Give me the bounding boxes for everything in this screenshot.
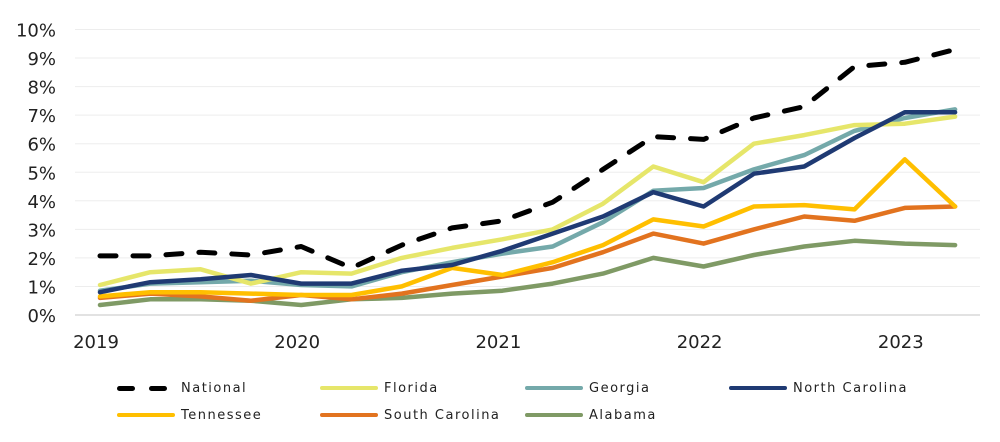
legend-item-tennessee: Tennessee: [117, 405, 262, 425]
legend-swatch-georgia: [525, 386, 583, 390]
y-tick-label: 2%: [27, 249, 56, 270]
y-tick-label: 3%: [27, 220, 56, 241]
series-line-south-carolina: [97, 204, 958, 303]
legend-label: North Carolina: [793, 380, 908, 396]
y-tick-label: 4%: [27, 192, 56, 213]
legend-swatch-south-carolina: [320, 413, 378, 417]
legend: National Florida Georgia North Carolina …: [0, 370, 1000, 430]
y-axis-ticks: 0% 1% 2% 3% 4% 5% 6% 7% 8% 9% 10%: [16, 21, 56, 328]
legend-label: National: [181, 380, 248, 396]
y-tick-label: 8%: [27, 78, 56, 99]
legend-item-florida: Florida: [320, 378, 439, 398]
legend-item-alabama: Alabama: [525, 405, 657, 425]
x-axis-ticks: 2019 2020 2021 2022 2023: [73, 332, 924, 353]
legend-swatch-north-carolina: [729, 386, 787, 390]
y-tick-label: 9%: [27, 49, 56, 70]
x-tick-label: 2021: [475, 332, 521, 353]
series-line-north-carolina: [97, 110, 958, 295]
series-lines: [97, 47, 958, 308]
y-tick-label: 5%: [27, 163, 56, 184]
y-tick-label: 6%: [27, 135, 56, 156]
y-tick-label: 1%: [27, 277, 56, 298]
y-tick-label: 0%: [27, 306, 56, 327]
legend-label: Tennessee: [181, 407, 263, 423]
x-tick-label: 2020: [274, 332, 320, 353]
legend-item-north-carolina: North Carolina: [729, 378, 908, 398]
series-line-georgia: [97, 107, 958, 293]
series-line-national: [97, 47, 958, 271]
x-tick-label: 2023: [878, 332, 924, 353]
legend-label: South Carolina: [384, 407, 501, 423]
legend-label: Georgia: [589, 380, 651, 396]
gridlines: [75, 29, 980, 316]
legend-swatch-alabama: [525, 413, 583, 417]
legend-label: Alabama: [589, 407, 657, 423]
y-tick-label: 10%: [16, 21, 56, 42]
legend-swatch-national: [117, 386, 175, 391]
series-line-tennessee: [97, 157, 958, 299]
legend-item-georgia: Georgia: [525, 378, 650, 398]
legend-item-national: National: [117, 378, 247, 398]
legend-label: Florida: [384, 380, 439, 396]
series-line-florida: [97, 114, 958, 288]
y-tick-label: 7%: [27, 106, 56, 127]
legend-item-south-carolina: South Carolina: [320, 405, 500, 425]
legend-swatch-tennessee: [117, 413, 175, 417]
legend-swatch-florida: [320, 386, 378, 390]
x-tick-label: 2019: [73, 332, 119, 353]
x-tick-label: 2022: [677, 332, 723, 353]
